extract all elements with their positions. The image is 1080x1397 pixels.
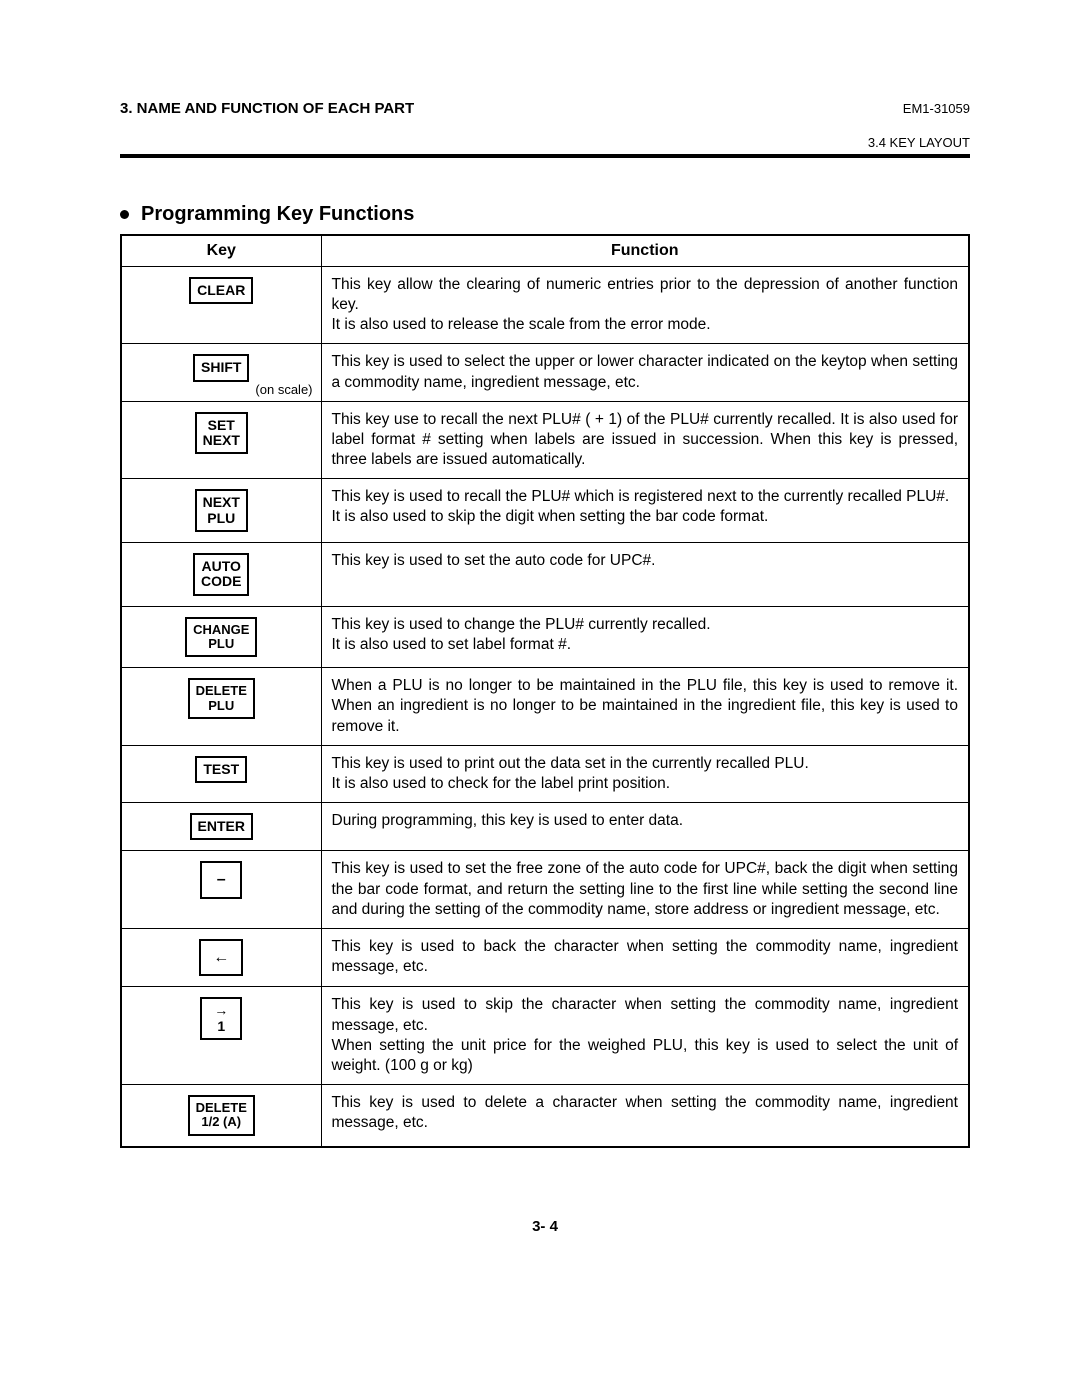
key-cell: AUTOCODE: [121, 542, 321, 606]
key-cell: CLEAR: [121, 267, 321, 344]
keycap: CLEAR: [189, 277, 253, 304]
keycap: AUTOCODE: [193, 553, 249, 596]
table-row: TEST This key is used to print out the da…: [121, 745, 969, 802]
table-row: SETNEXT This key use to recall the next P…: [121, 401, 969, 478]
keycap: NEXTPLU: [195, 489, 248, 532]
subsection-heading: 3.4 KEY LAYOUT: [120, 135, 970, 150]
table-row: SHIFT (on scale) This key is used to selec…: [121, 344, 969, 401]
table-title: Programming Key Functions: [141, 203, 414, 226]
keycap: DELETEPLU: [188, 678, 255, 719]
key-cell: DELETEPLU: [121, 668, 321, 745]
table-row: AUTOCODE This key is used to set the auto…: [121, 542, 969, 606]
key-cell: →1: [121, 987, 321, 1085]
function-cell: This key is used to select the upper or …: [321, 344, 969, 401]
keycap: CHANGEPLU: [185, 617, 257, 658]
keycap: →1: [200, 997, 242, 1040]
table-row: DELETEPLU When a PLU is no longer to be m…: [121, 668, 969, 745]
function-cell: This key allow the clearing of numeric e…: [321, 267, 969, 344]
table-row: – This key is used to set the free zone o…: [121, 851, 969, 928]
function-cell: This key is used to set the free zone of…: [321, 851, 969, 928]
key-cell: SHIFT (on scale): [121, 344, 321, 401]
function-cell: This key is used to print out the data s…: [321, 745, 969, 802]
header-rule: [120, 154, 970, 158]
keycap: ←: [199, 939, 243, 977]
function-cell: This key is used to recall the PLU# whic…: [321, 479, 969, 543]
keycap: DELETE1/2 (A): [188, 1095, 255, 1136]
function-cell: This key is used to skip the character w…: [321, 987, 969, 1085]
keycap: SHIFT: [193, 354, 249, 381]
keycap: SETNEXT: [195, 412, 248, 455]
keycap: –: [200, 861, 242, 899]
table-row: CHANGEPLU This key is used to change the …: [121, 606, 969, 668]
function-cell: This key is used to delete a character w…: [321, 1084, 969, 1146]
table-row: NEXTPLU This key is used to recall the PL…: [121, 479, 969, 543]
key-cell: ENTER: [121, 802, 321, 850]
function-cell: This key is used to back the character w…: [321, 928, 969, 987]
table-row: CLEAR This key allow the clearing of nume…: [121, 267, 969, 344]
page-number: 3- 4: [120, 1218, 970, 1235]
key-cell: ←: [121, 928, 321, 987]
key-cell: TEST: [121, 745, 321, 802]
table-row: ENTER During programming, this key is use…: [121, 802, 969, 850]
table-row: DELETE1/2 (A) This key is used to delete …: [121, 1084, 969, 1146]
key-function-table: Key Function CLEAR This key allow the cle…: [120, 234, 970, 1148]
function-cell: This key is used to set the auto code fo…: [321, 542, 969, 606]
table-row: →1 This key is used to skip the character…: [121, 987, 969, 1085]
table-row: ← This key is used to back the character …: [121, 928, 969, 987]
key-cell: NEXTPLU: [121, 479, 321, 543]
keycap: TEST: [195, 756, 247, 783]
key-cell: –: [121, 851, 321, 928]
function-cell: During programming, this key is used to …: [321, 802, 969, 850]
key-cell: SETNEXT: [121, 401, 321, 478]
function-cell: This key use to recall the next PLU# ( +…: [321, 401, 969, 478]
bullet-icon: [120, 210, 129, 219]
keycap: ENTER: [190, 813, 253, 840]
key-cell: DELETE1/2 (A): [121, 1084, 321, 1146]
col-header-key: Key: [121, 235, 321, 267]
col-header-function: Function: [321, 235, 969, 267]
document-id: EM1-31059: [903, 101, 970, 116]
function-cell: When a PLU is no longer to be maintained…: [321, 668, 969, 745]
key-cell: CHANGEPLU: [121, 606, 321, 668]
key-note: (on scale): [255, 382, 312, 397]
section-heading: 3. NAME AND FUNCTION OF EACH PART: [120, 100, 414, 117]
function-cell: This key is used to change the PLU# curr…: [321, 606, 969, 668]
